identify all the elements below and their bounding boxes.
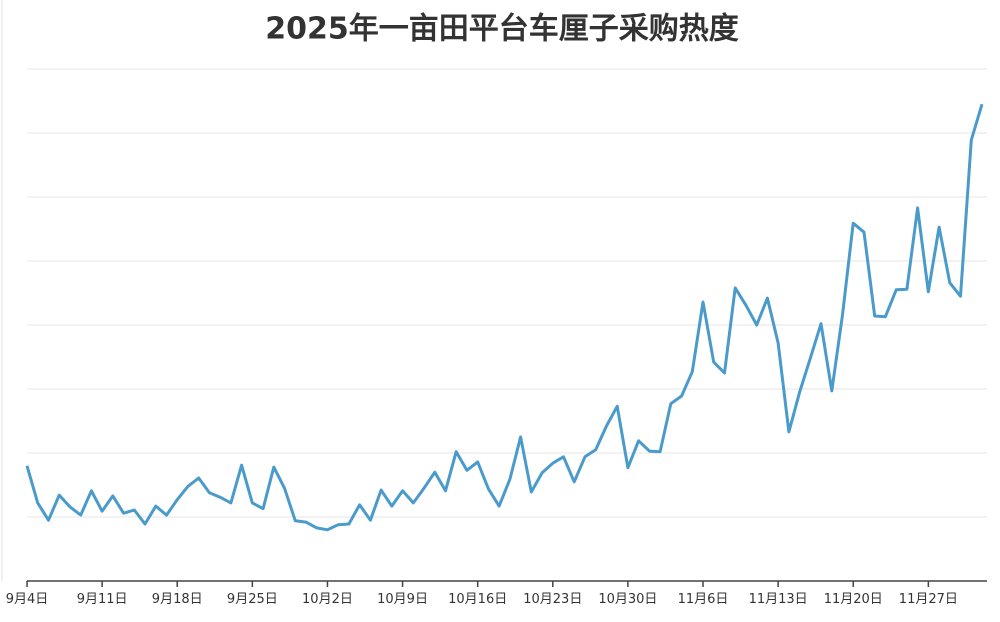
- x-tick-label: 10月23日: [523, 592, 582, 607]
- x-tick-label: 10月2日: [302, 592, 353, 607]
- x-tick-label: 10月30日: [598, 592, 657, 607]
- chart-title: 2025年一亩田平台车厘子采购热度: [265, 12, 739, 47]
- x-tick-label: 11月20日: [824, 592, 883, 607]
- x-tick-label: 11月13日: [749, 592, 808, 607]
- x-tick-label: 9月11日: [77, 592, 128, 607]
- x-tick-label: 9月18日: [152, 592, 203, 607]
- x-tick-label: 9月4日: [6, 592, 49, 607]
- x-tick-label: 11月6日: [678, 592, 729, 607]
- x-tick-label: 11月27日: [899, 592, 958, 607]
- x-tick-label: 10月9日: [377, 592, 428, 607]
- x-tick-label: 10月16日: [448, 592, 507, 607]
- x-tick-label: 9月25日: [227, 592, 278, 607]
- series-line: [25, 103, 984, 532]
